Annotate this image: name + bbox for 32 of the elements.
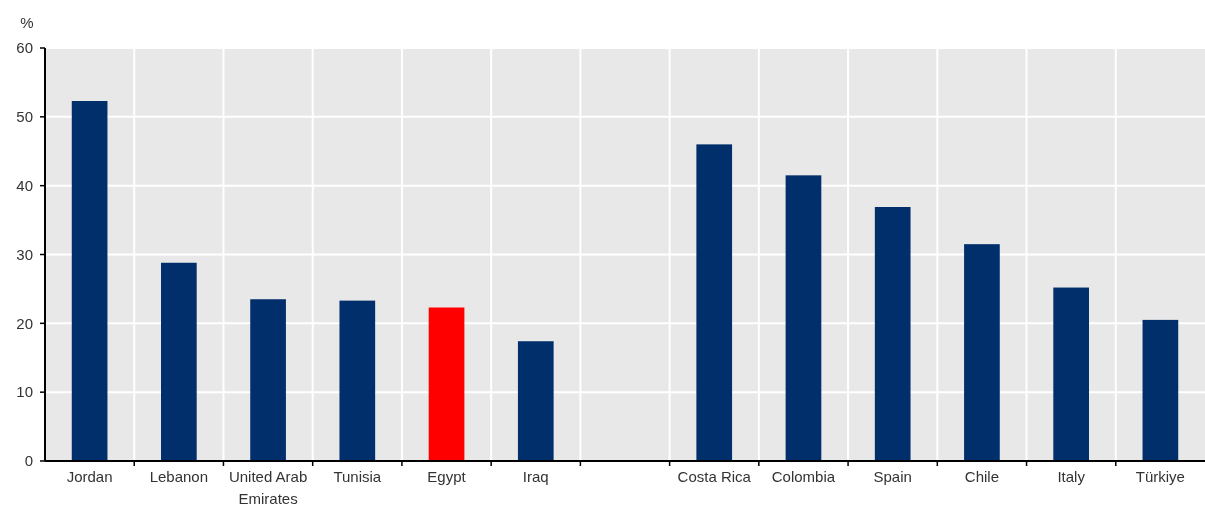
- bar: [339, 300, 376, 461]
- bar: [785, 175, 822, 461]
- y-tick-label: 40: [16, 176, 33, 194]
- y-tick-label: 0: [24, 452, 33, 470]
- y-tick-label: 60: [16, 39, 33, 57]
- y-tick-label: 20: [16, 314, 33, 332]
- x-tick-label: Colombia: [771, 468, 836, 485]
- x-tick-label: Italy: [1057, 468, 1086, 485]
- x-tick-label: Chile: [964, 468, 1000, 485]
- bar: [1142, 319, 1179, 461]
- x-tick-label: Tunisia: [333, 468, 382, 485]
- bar: [1053, 287, 1089, 461]
- x-tick-label: Spain: [873, 468, 912, 485]
- y-axis-title: %: [20, 14, 34, 31]
- bar: [161, 262, 197, 461]
- x-tick-label: United Arab Emirates: [228, 468, 308, 507]
- x-tick-label: Costa Rica: [677, 468, 752, 485]
- x-tick-label: Jordan: [66, 468, 113, 485]
- bar: [71, 101, 108, 461]
- bar: [696, 144, 733, 461]
- bar: [250, 299, 286, 461]
- x-tick-label: Türkiye: [1135, 468, 1185, 485]
- x-tick-label: Egypt: [427, 468, 467, 485]
- bar: [874, 207, 911, 461]
- x-tick-label: Lebanon: [149, 468, 209, 485]
- y-tick-label: 30: [16, 245, 33, 263]
- bar: [964, 244, 1000, 461]
- bar: [428, 307, 465, 461]
- y-tick-label: 50: [16, 108, 33, 126]
- y-tick-label: 10: [16, 383, 33, 401]
- bar: [517, 341, 554, 461]
- x-tick-label: Iraq: [522, 468, 549, 485]
